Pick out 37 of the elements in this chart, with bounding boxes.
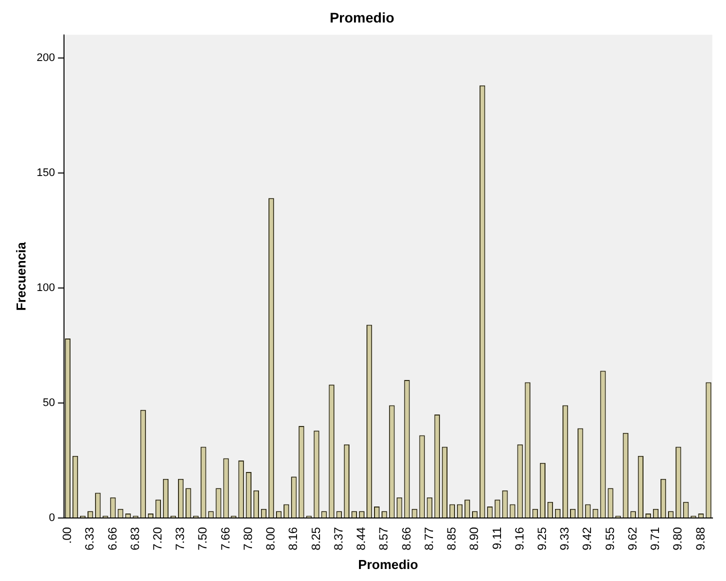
x-tick-label: 6.33 (82, 526, 97, 550)
y-axis-title: Frecuencia (13, 241, 28, 311)
x-tick-label: 8.57 (376, 526, 391, 550)
y-tick-label: 50 (42, 397, 55, 410)
x-tick-label: 9.16 (512, 526, 526, 550)
x-tick-label: 9.88 (693, 526, 708, 550)
y-tick-label: 0 (48, 512, 55, 524)
x-tick-label: 7.20 (150, 526, 164, 550)
x-tick-label: 7.80 (240, 526, 255, 550)
x-tick-label: 9.25 (534, 526, 549, 550)
x-tick-label: 9.11 (490, 526, 504, 550)
x-tick-label: 8.90 (467, 526, 482, 550)
chart-title: Promedio (330, 9, 394, 26)
x-tick-label: 9.42 (580, 526, 594, 550)
x-tick-label: 6.83 (128, 526, 142, 550)
x-tick-label: 9.80 (670, 526, 685, 550)
y-tick-label: 200 (36, 52, 55, 64)
x-tick-label: 7.66 (218, 526, 232, 550)
x-tick-label: 8.37 (331, 526, 346, 550)
y-tick-label: 100 (36, 282, 55, 294)
x-tick-label: 8.00 (264, 526, 278, 550)
x-tick-label: 7.33 (173, 526, 188, 550)
x-tick-label: 8.44 (354, 526, 368, 550)
x-tick-label: 7.50 (196, 526, 210, 550)
x-tick-label: .00 (60, 526, 74, 544)
x-tick-label: 8.16 (286, 526, 300, 550)
x-tick-label: 8.77 (422, 526, 436, 550)
x-axis-title: Promedio (358, 556, 418, 572)
x-tick-label: 8.66 (399, 526, 414, 550)
x-tick-label: 6.66 (105, 526, 120, 550)
x-tick-label: 8.25 (308, 526, 323, 550)
x-tick-label: 9.33 (558, 526, 572, 550)
x-tick-label: 9.55 (602, 526, 617, 550)
x-tick-label: 9.71 (648, 526, 662, 550)
y-tick-label: 150 (36, 166, 55, 179)
x-tick-label: 9.62 (625, 526, 640, 550)
x-tick-label: 8.85 (444, 526, 459, 550)
